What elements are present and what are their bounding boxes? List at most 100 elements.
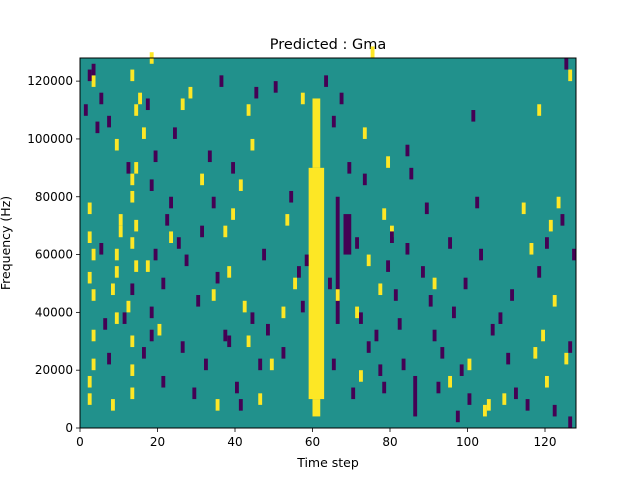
heatmap-cell-negative — [506, 352, 511, 365]
heatmap-cell-negative — [266, 323, 270, 336]
x-tick-label: 80 — [382, 435, 397, 449]
heatmap-cell-positive — [556, 196, 561, 209]
y-axis-ticks: 0 20000 40000 60000 80000 100000 120000 — [27, 74, 80, 435]
heatmap-cell-negative — [180, 341, 185, 353]
heatmap-cell-negative — [200, 225, 205, 238]
x-axis-ticks: 0 20 40 60 80 100 120 — [76, 428, 556, 449]
heatmap-cell-positive — [142, 127, 146, 139]
y-tick-label: 0 — [65, 421, 73, 435]
heatmap-cell-positive — [293, 277, 298, 290]
heatmap-cell-positive — [87, 375, 92, 388]
heatmap-cell-positive — [370, 46, 375, 58]
heatmap-cell-negative — [300, 300, 305, 313]
heatmap-cell-negative — [161, 277, 166, 290]
heatmap-cell-negative — [448, 237, 453, 249]
heatmap-cell-positive — [382, 208, 387, 220]
heatmap-cell-positive — [568, 69, 573, 82]
heatmap-cell-positive — [362, 127, 367, 139]
heatmap-cell-positive — [200, 173, 205, 186]
heatmap-cell-positive — [114, 248, 119, 261]
heatmap-cell-negative — [428, 295, 433, 307]
heatmap-cell-negative — [184, 254, 189, 267]
heatmap-cell-positive — [118, 214, 123, 226]
heatmap-cell-positive — [564, 352, 569, 365]
heatmap-cell-negative — [262, 248, 267, 261]
heatmap-cell-negative — [537, 266, 542, 278]
heatmap-cell-negative — [351, 387, 356, 400]
heatmap-cell-negative — [463, 277, 468, 290]
heatmap-cells — [83, 46, 577, 428]
heatmap-cell-negative — [130, 283, 135, 296]
heatmap-cell-negative — [219, 75, 224, 87]
heatmap-cell-negative — [250, 312, 255, 324]
heatmap-cell-negative — [359, 312, 363, 324]
heatmap-cell-negative — [568, 416, 573, 428]
heatmap-cell-negative — [126, 162, 131, 174]
heatmap-cell-negative — [238, 399, 243, 411]
y-axis-label: Frequency (Hz) — [0, 196, 13, 290]
heatmap-cell-positive — [355, 306, 360, 319]
heatmap-cell-positive — [211, 289, 216, 301]
heatmap-band-positive — [312, 399, 321, 417]
heatmap-cell-negative — [227, 335, 232, 348]
heatmap-cell-negative — [331, 115, 336, 128]
heatmap-cell-negative — [95, 121, 100, 134]
heatmap-cell-positive — [114, 312, 119, 324]
heatmap-cell-negative — [165, 214, 170, 226]
heatmap-cell-negative — [149, 179, 154, 191]
heatmap-cell-positive — [91, 75, 96, 87]
heatmap-cell-negative — [215, 271, 220, 284]
heatmap-cell-positive — [130, 173, 135, 186]
heatmap-cell-positive — [87, 231, 92, 243]
heatmap-cell-positive — [246, 104, 251, 116]
heatmap-cell-positive — [130, 69, 135, 82]
heatmap-cell-negative — [297, 266, 301, 278]
heatmap-cell-negative — [525, 399, 530, 411]
heatmap-cell-negative — [176, 237, 181, 249]
heatmap-cell-negative — [281, 347, 286, 359]
heatmap-cell-negative — [475, 196, 480, 209]
heatmap-cell-negative — [405, 144, 410, 157]
heatmap-cell-negative — [560, 214, 565, 226]
heatmap-cell-positive — [231, 208, 236, 220]
heatmap-cell-negative — [169, 196, 174, 209]
heatmap-cell-positive — [130, 237, 135, 249]
heatmap-cell-positive — [227, 266, 232, 278]
heatmap-cell-positive — [138, 92, 143, 105]
heatmap-cell-positive — [87, 271, 92, 284]
x-tick-label: 20 — [150, 435, 165, 449]
heatmap-cell-negative — [235, 381, 239, 394]
heatmap-cell-negative — [510, 289, 515, 301]
heatmap-cell-negative — [568, 341, 573, 353]
heatmap-cell-negative — [355, 237, 360, 249]
heatmap-cell-negative — [405, 243, 410, 255]
heatmap-cell-negative — [424, 202, 429, 215]
heatmap-cell-positive — [134, 104, 139, 116]
heatmap-cell-negative — [552, 404, 557, 417]
heatmap-cell-positive — [114, 138, 119, 151]
heatmap-cell-negative — [207, 150, 212, 163]
heatmap-cell-positive — [215, 399, 220, 411]
heatmap-cell-positive — [130, 335, 135, 348]
heatmap-cell-negative — [153, 248, 158, 261]
heatmap-cell-negative — [149, 329, 154, 342]
heatmap-cell-negative — [393, 289, 398, 301]
heatmap-band-negative — [343, 214, 352, 255]
x-axis-label: Time step — [296, 455, 359, 470]
heatmap-cell-negative — [149, 306, 154, 319]
heatmap-cell-negative — [366, 341, 371, 353]
heatmap-cell-negative — [83, 104, 88, 116]
heatmap-cell-positive — [169, 231, 174, 243]
y-tick-label: 100000 — [27, 132, 73, 146]
heatmap-cell-negative — [455, 410, 460, 423]
heatmap-cell-negative — [196, 295, 201, 307]
y-tick-label: 20000 — [35, 363, 73, 377]
heatmap-cell-positive — [145, 260, 150, 272]
y-tick-label: 80000 — [35, 190, 73, 204]
heatmap-cell-positive — [130, 387, 135, 400]
heatmap-cell-positive — [548, 219, 553, 232]
heatmap-cell-positive — [134, 162, 139, 174]
heatmap-cell-positive — [533, 347, 538, 359]
heatmap-cell-positive — [188, 86, 193, 99]
heatmap-cell-positive — [281, 306, 286, 319]
